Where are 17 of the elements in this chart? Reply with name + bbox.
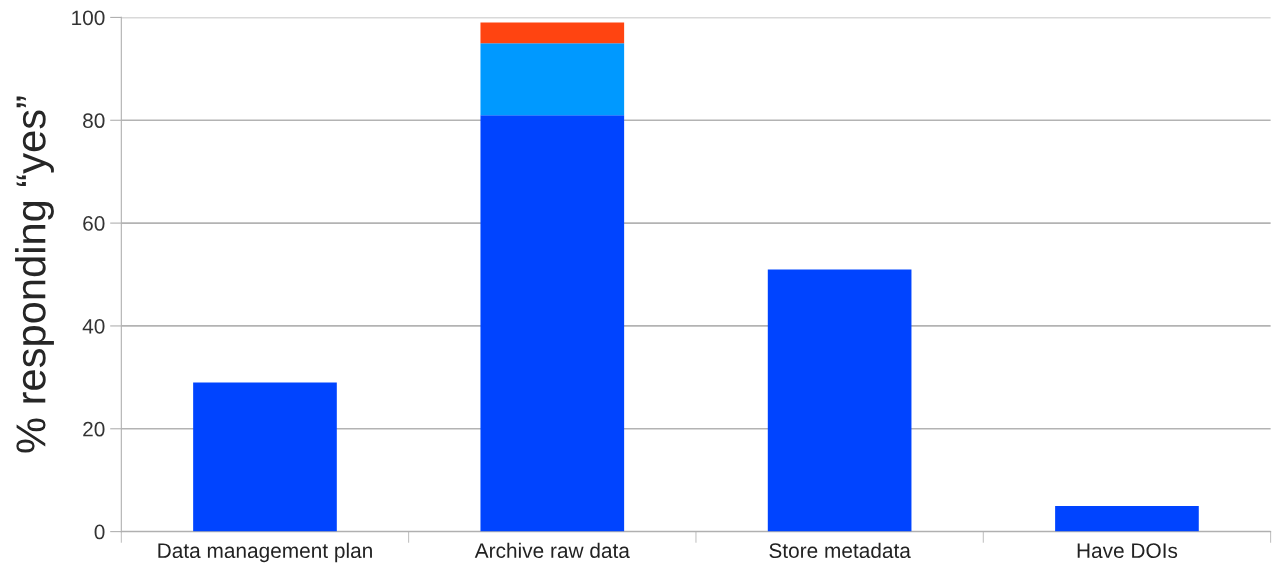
y-tick-label: 20 (83, 421, 105, 437)
bar (480, 22, 625, 44)
x-tick-label: Data management plan (158, 542, 372, 563)
x-tick-label: Store metadata (769, 542, 911, 559)
x-tick-label: Archive raw data (474, 542, 630, 559)
x-tick-label: Have DOIs (1077, 543, 1178, 559)
y-axis-title: % responding “yes” (15, 96, 54, 453)
bar (767, 269, 912, 532)
y-tick-label: 80 (83, 113, 105, 129)
bar (480, 43, 625, 116)
bar (480, 115, 625, 532)
bar (193, 382, 337, 532)
y-tick-label: 40 (82, 318, 105, 334)
bar (1055, 505, 1199, 532)
y-tick-label: 60 (83, 216, 105, 231)
y-tick-label: 0 (94, 524, 105, 540)
y-tick-label: 100 (72, 10, 105, 26)
